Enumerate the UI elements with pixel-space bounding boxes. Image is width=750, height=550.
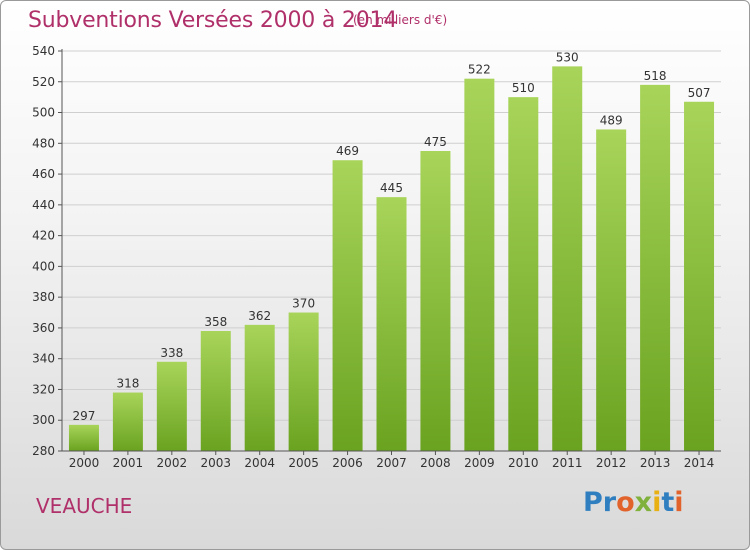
- y-tick-label: 360: [32, 321, 55, 335]
- data-label: 507: [688, 86, 711, 100]
- y-tick-label: 320: [32, 382, 55, 396]
- bar: [288, 312, 319, 451]
- x-tick-label: 2014: [684, 456, 715, 470]
- data-label: 469: [336, 144, 359, 158]
- data-label: 297: [73, 409, 96, 423]
- bar: [508, 97, 539, 452]
- data-label: 362: [248, 309, 271, 323]
- bar: [376, 197, 407, 451]
- x-tick-label: 2012: [596, 456, 627, 470]
- x-tick-label: 2007: [376, 456, 407, 470]
- x-tick-label: 2003: [200, 456, 231, 470]
- y-tick-label: 380: [32, 290, 55, 304]
- data-label: 475: [424, 135, 447, 149]
- bar: [640, 84, 671, 451]
- city-name: VEAUCHE: [36, 494, 133, 518]
- bar: [552, 66, 583, 451]
- data-label: 489: [600, 113, 623, 127]
- data-label: 370: [292, 297, 315, 311]
- x-tick-label: 2002: [157, 456, 188, 470]
- x-tick-label: 2006: [332, 456, 363, 470]
- y-tick-label: 540: [32, 44, 55, 58]
- bar: [420, 151, 451, 451]
- data-label: 522: [468, 63, 491, 77]
- x-tick-label: 2008: [420, 456, 451, 470]
- chart-subtitle: (en milliers d'€): [353, 13, 448, 27]
- x-tick-label: 2013: [640, 456, 671, 470]
- y-tick-label: 440: [32, 198, 55, 212]
- y-tick-label: 420: [32, 229, 55, 243]
- bars: 297 318 338 358 362 370 469 445 475 522 510 530 489 5…: [68, 50, 715, 452]
- y-tick-label: 280: [32, 444, 55, 458]
- x-tick-label: 2011: [552, 456, 583, 470]
- x-tick-label: 2001: [113, 456, 144, 470]
- bar: [332, 160, 363, 451]
- data-label: 318: [116, 377, 139, 391]
- y-tick-label: 520: [32, 75, 55, 89]
- proxiti-logo[interactable]: Proxiti: [583, 487, 684, 518]
- bar: [156, 361, 187, 451]
- bar: [244, 324, 275, 451]
- y-tick-label: 340: [32, 352, 55, 366]
- x-tick-label: 2004: [244, 456, 275, 470]
- x-tick-label: 2000: [69, 456, 100, 470]
- data-label: 530: [556, 50, 579, 64]
- y-tick-label: 480: [32, 136, 55, 150]
- y-tick-label: 460: [32, 167, 55, 181]
- data-label: 518: [644, 69, 667, 83]
- data-label: 358: [204, 315, 227, 329]
- data-label: 338: [160, 346, 183, 360]
- y-tick-label: 400: [32, 259, 55, 273]
- bar: [112, 392, 143, 451]
- x-tick-label: 2010: [508, 456, 539, 470]
- bar: [464, 78, 495, 451]
- data-label: 445: [380, 181, 403, 195]
- bar: [596, 129, 627, 451]
- y-tick-label: 500: [32, 106, 55, 120]
- y-tick-label: 300: [32, 413, 55, 427]
- chart-title: Subventions Versées 2000 à 2014: [28, 8, 398, 33]
- x-tick-label: 2005: [288, 456, 319, 470]
- bar: [684, 101, 715, 452]
- axes: 280 300 320 340 360 380 400 420 440 460 480 500 520 5…: [32, 44, 721, 470]
- bar: [68, 424, 99, 451]
- data-label: 510: [512, 81, 535, 95]
- x-tick-label: 2009: [464, 456, 495, 470]
- bar: [200, 331, 231, 451]
